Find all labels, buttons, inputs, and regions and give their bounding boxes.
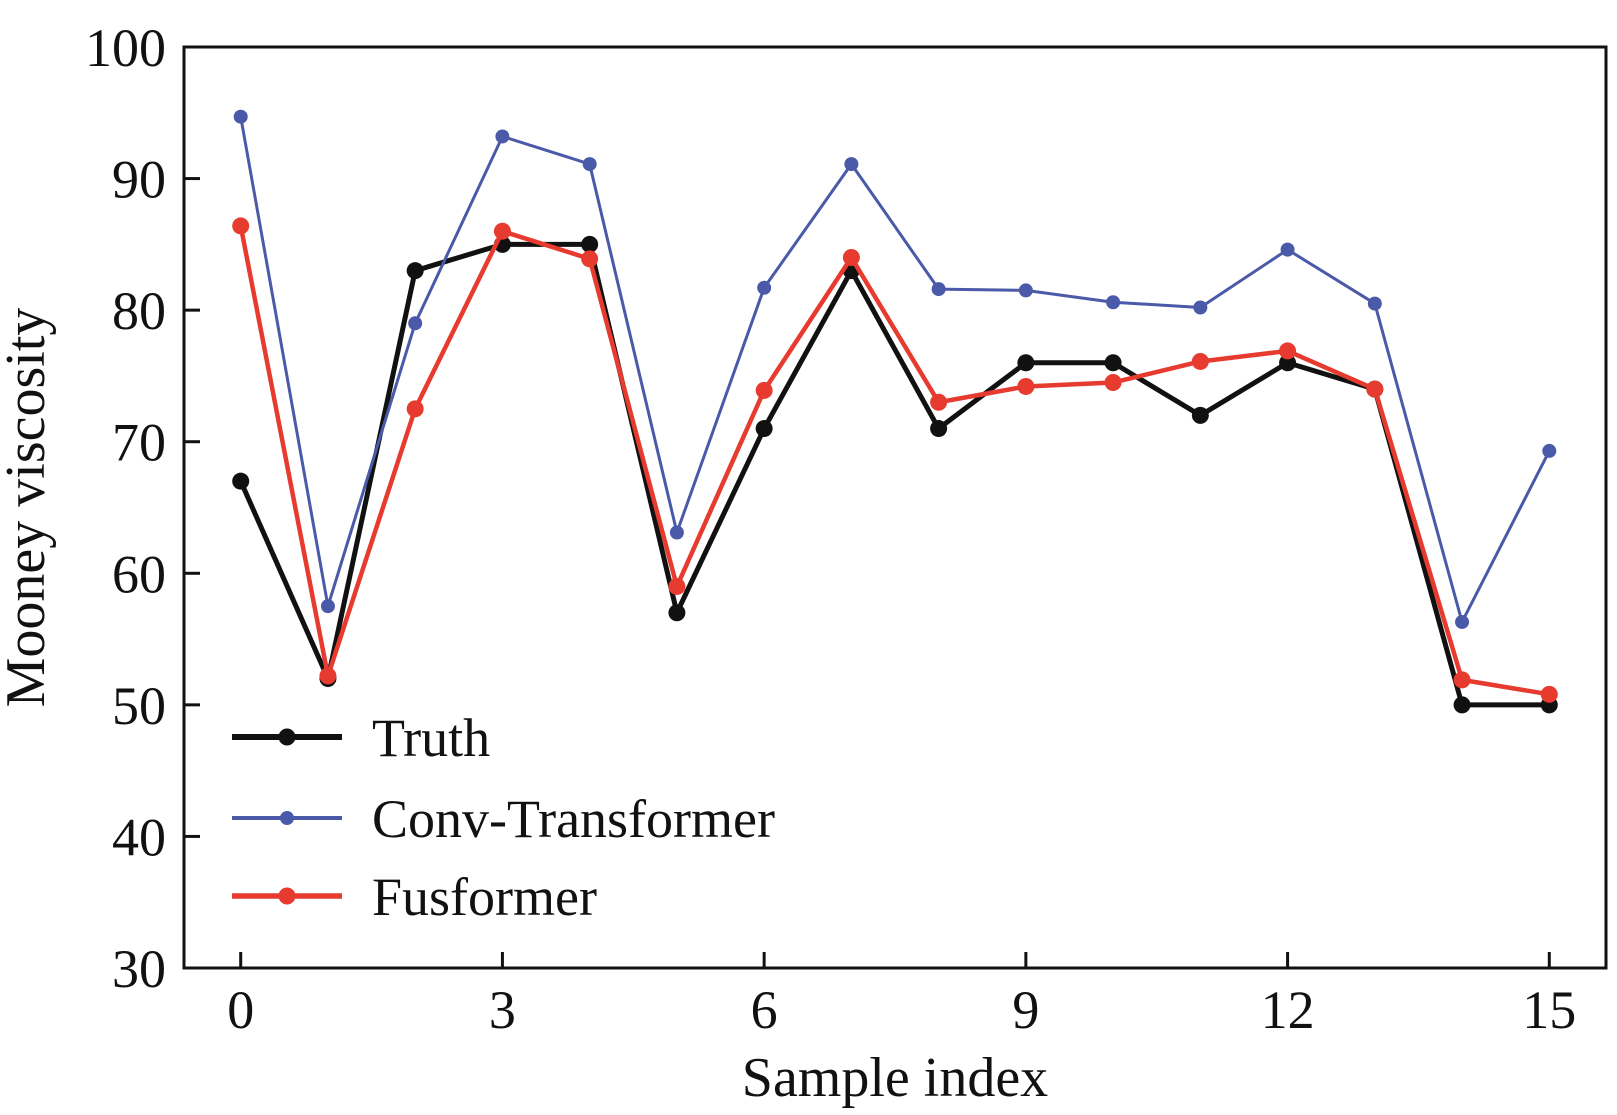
data-point bbox=[1106, 295, 1121, 310]
legend-entry: Truth bbox=[232, 708, 490, 768]
series-layer bbox=[232, 109, 1558, 714]
series-conv-transformer bbox=[233, 109, 1557, 629]
y-tick-label: 80 bbox=[112, 281, 166, 341]
data-point bbox=[1540, 685, 1558, 703]
axes: 0 3 6 9 12 15 30 40 50 60 70 80 90 100 Sample index Moo… bbox=[0, 18, 1608, 1109]
data-point bbox=[1191, 352, 1209, 370]
data-point bbox=[319, 667, 337, 685]
data-point bbox=[1017, 377, 1035, 395]
y-tick-label: 100 bbox=[85, 18, 166, 78]
data-point bbox=[930, 420, 948, 438]
data-point bbox=[930, 393, 948, 411]
legend-swatch-marker bbox=[278, 887, 296, 905]
data-point bbox=[1279, 342, 1297, 360]
series-line bbox=[238, 225, 1550, 697]
x-tick-label: 0 bbox=[227, 980, 254, 1040]
data-point bbox=[495, 129, 510, 144]
data-point bbox=[406, 262, 424, 280]
data-point bbox=[408, 316, 423, 331]
legend-swatch-marker bbox=[280, 811, 294, 825]
legend-entry: Fusformer bbox=[232, 867, 597, 927]
y-tick-label: 40 bbox=[112, 807, 166, 867]
legend-swatch-marker bbox=[278, 728, 296, 746]
data-point bbox=[1018, 283, 1033, 298]
data-point bbox=[1366, 380, 1384, 398]
x-tick-label: 6 bbox=[751, 980, 778, 1040]
legend: Truth Conv-Transformer Fusformer bbox=[232, 708, 775, 927]
data-point bbox=[1104, 374, 1122, 392]
data-point bbox=[669, 525, 684, 540]
x-tick-label: 3 bbox=[489, 980, 516, 1040]
data-point bbox=[1542, 443, 1557, 458]
data-point bbox=[755, 420, 773, 438]
x-tick-label: 12 bbox=[1261, 980, 1315, 1040]
series-fusformer bbox=[232, 217, 1558, 703]
data-point bbox=[1104, 354, 1122, 372]
legend-label: Conv-Transformer bbox=[372, 789, 775, 849]
series-line bbox=[238, 241, 1550, 708]
data-point bbox=[1017, 354, 1035, 372]
legend-entry: Conv-Transformer bbox=[232, 789, 775, 849]
data-point bbox=[755, 381, 773, 399]
y-tick-label: 60 bbox=[112, 544, 166, 604]
data-point bbox=[1453, 696, 1471, 714]
data-point bbox=[581, 250, 599, 268]
legend-label: Fusformer bbox=[372, 867, 597, 927]
data-point bbox=[757, 280, 772, 295]
data-point bbox=[493, 222, 511, 240]
data-point bbox=[320, 599, 335, 614]
series-line bbox=[239, 116, 1551, 624]
data-point bbox=[931, 282, 946, 297]
data-point bbox=[668, 604, 686, 622]
plot-frame bbox=[182, 45, 1608, 970]
data-point bbox=[1367, 296, 1382, 311]
data-point bbox=[1453, 671, 1471, 689]
y-tick-label: 70 bbox=[112, 413, 166, 473]
data-point bbox=[233, 109, 248, 124]
data-point bbox=[1279, 354, 1297, 372]
data-point bbox=[232, 472, 250, 490]
y-tick-label: 90 bbox=[112, 150, 166, 210]
x-axis-title: Sample index bbox=[742, 1047, 1048, 1109]
y-tick-label: 30 bbox=[112, 939, 166, 999]
data-point bbox=[1191, 406, 1209, 424]
x-tick-label: 9 bbox=[1012, 980, 1039, 1040]
data-point bbox=[842, 249, 860, 267]
y-axis-title: Mooney viscosity bbox=[0, 308, 57, 708]
series-truth bbox=[232, 235, 1558, 714]
legend-label: Truth bbox=[372, 708, 490, 768]
data-point bbox=[406, 400, 424, 418]
data-point bbox=[582, 157, 597, 172]
y-tick-label: 50 bbox=[112, 676, 166, 736]
data-point bbox=[1455, 614, 1470, 629]
data-point bbox=[668, 577, 686, 595]
data-point bbox=[844, 157, 859, 172]
data-point bbox=[581, 235, 599, 253]
data-point bbox=[232, 217, 250, 235]
x-tick-label: 15 bbox=[1522, 980, 1576, 1040]
data-point bbox=[1280, 242, 1295, 257]
data-point bbox=[1193, 300, 1208, 315]
